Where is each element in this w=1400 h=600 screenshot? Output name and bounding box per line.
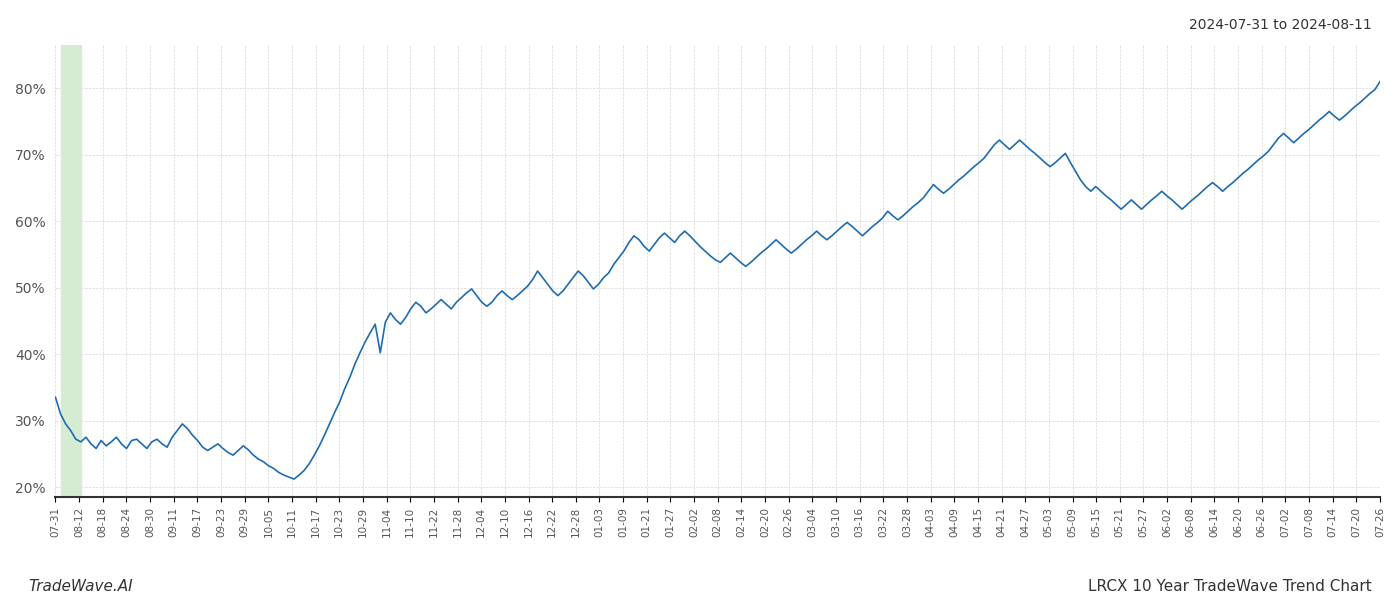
Bar [60,45,81,497]
Text: 2024-07-31 to 2024-08-11: 2024-07-31 to 2024-08-11 [1189,18,1372,32]
Text: TradeWave.AI: TradeWave.AI [28,579,133,594]
Text: LRCX 10 Year TradeWave Trend Chart: LRCX 10 Year TradeWave Trend Chart [1088,579,1372,594]
